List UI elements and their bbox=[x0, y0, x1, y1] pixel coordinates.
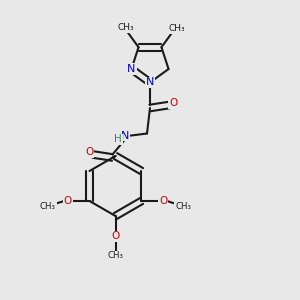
Text: CH₃: CH₃ bbox=[118, 23, 134, 32]
Text: CH₃: CH₃ bbox=[175, 202, 191, 211]
Text: CH₃: CH₃ bbox=[107, 251, 124, 260]
Text: O: O bbox=[159, 196, 167, 206]
Text: N: N bbox=[146, 77, 154, 88]
Text: N: N bbox=[121, 130, 129, 141]
Text: O: O bbox=[111, 231, 120, 242]
Text: N: N bbox=[127, 64, 136, 74]
Text: O: O bbox=[169, 98, 177, 109]
Text: CH₃: CH₃ bbox=[40, 202, 56, 211]
Text: H: H bbox=[114, 134, 122, 145]
Text: O: O bbox=[64, 196, 72, 206]
Text: O: O bbox=[85, 147, 94, 157]
Text: CH₃: CH₃ bbox=[169, 24, 185, 33]
